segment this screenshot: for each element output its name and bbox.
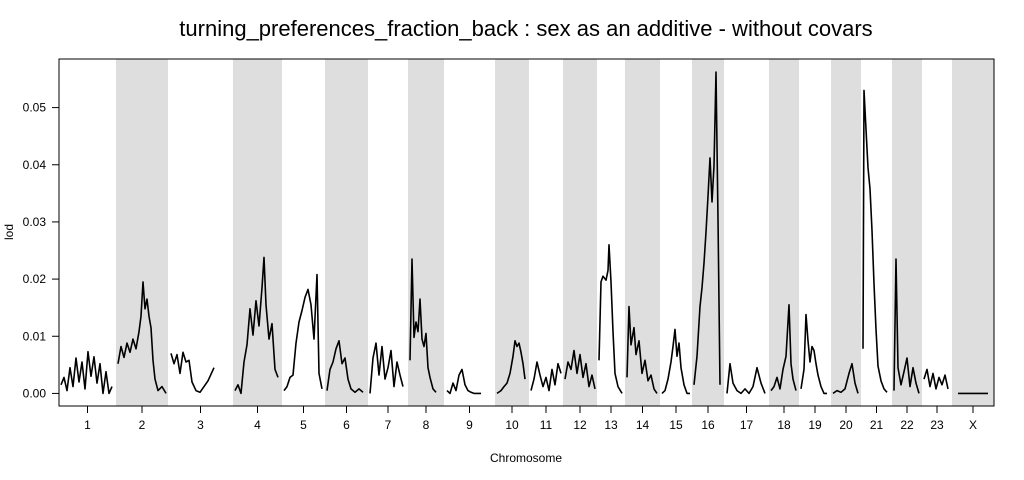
x-tick-label-4: 4	[254, 418, 261, 432]
x-tick-label-6: 6	[343, 418, 350, 432]
lod-trace-chr-1	[60, 350, 113, 395]
band-chr-10	[495, 59, 529, 406]
band-chr-18	[769, 59, 799, 406]
x-tick-label-10: 10	[505, 418, 519, 432]
band-chr-X	[952, 59, 994, 406]
y-tick-label-4: 0.04	[23, 158, 47, 172]
band-chr-12	[563, 59, 597, 406]
lod-trace-chr-22	[893, 258, 920, 394]
band-chr-6	[325, 59, 368, 406]
band-chr-14	[625, 59, 660, 406]
chromosome-bands	[116, 59, 994, 406]
lod-trace-chr-7	[369, 342, 404, 394]
lod-trace-chr-19	[800, 313, 827, 395]
lod-trace-chr-12	[564, 349, 596, 390]
lod-trace-chr-3	[170, 351, 215, 394]
chart-title: turning_preferences_fraction_back : sex …	[179, 16, 872, 41]
y-tick-label-0: 0.00	[23, 386, 47, 400]
band-chr-22	[892, 59, 922, 406]
x-tick-label-16: 16	[701, 418, 715, 432]
x-tick-label-7: 7	[385, 418, 392, 432]
lod-trace-chr-21	[862, 89, 888, 393]
x-tick-label-8: 8	[423, 418, 430, 432]
band-chr-20	[831, 59, 861, 406]
band-chr-8	[408, 59, 444, 406]
lod-trace-chr-2	[117, 281, 167, 394]
y-axis-label: lod	[2, 224, 16, 240]
x-tick-label-20: 20	[839, 418, 853, 432]
lod-trace-chr-6	[326, 339, 364, 394]
y-tick-label-1: 0.01	[23, 329, 47, 343]
lod-trace-chr-8	[409, 258, 437, 393]
lod-trace-chr-18	[770, 303, 797, 392]
x-tick-label-15: 15	[669, 418, 683, 432]
x-tick-label-14: 14	[636, 418, 650, 432]
x-tick-label-23: 23	[930, 418, 944, 432]
lod-trace-chr-17	[726, 362, 766, 395]
plot-frame	[58, 58, 995, 407]
x-tick-label-3: 3	[197, 418, 204, 432]
x-tick-label-13: 13	[604, 418, 618, 432]
y-tick-label-5: 0.05	[23, 101, 47, 115]
lod-trace-chr-11	[530, 361, 562, 392]
x-tick-label-X: X	[969, 418, 977, 432]
lod-trace-chr-9	[446, 368, 481, 395]
lod-trace-chr-13	[598, 244, 623, 394]
x-tick-label-18: 18	[777, 418, 791, 432]
lod-trace-chr-20	[832, 362, 859, 395]
y-tick-label-3: 0.03	[23, 215, 47, 229]
x-tick-label-5: 5	[300, 418, 307, 432]
lod-trace-chr-14	[626, 305, 658, 394]
x-tick-label-2: 2	[139, 418, 146, 432]
x-axis-label: Chromosome	[490, 451, 562, 465]
lod-trace-chr-4	[234, 256, 279, 395]
x-tick-label-9: 9	[466, 418, 473, 432]
lod-traces	[60, 71, 988, 395]
lod-trace-chr-5	[283, 273, 323, 392]
band-chr-2	[116, 59, 168, 406]
x-tick-label-19: 19	[808, 418, 822, 432]
x-tick-label-17: 17	[740, 418, 754, 432]
x-tick-label-1: 1	[84, 418, 91, 432]
x-tick-label-11: 11	[540, 418, 553, 432]
lod-trace-chr-23	[923, 368, 949, 390]
lod-trace-chr-10	[496, 339, 526, 395]
lod-trace-chr-16	[693, 71, 721, 385]
x-tick-label-12: 12	[573, 418, 587, 432]
lod-trace-chr-15	[661, 328, 690, 395]
x-tick-label-22: 22	[900, 418, 914, 432]
x-axis: 1 2 3 4 5 6 7 8 9 10 11 12 13 14 15 16 17 18 19 20 21 22 23 X	[84, 406, 977, 432]
y-axis: 0.00 0.01 0.02 0.03 0.04 0.05	[23, 101, 59, 400]
y-tick-label-2: 0.02	[23, 272, 47, 286]
x-tick-label-21: 21	[870, 418, 884, 432]
